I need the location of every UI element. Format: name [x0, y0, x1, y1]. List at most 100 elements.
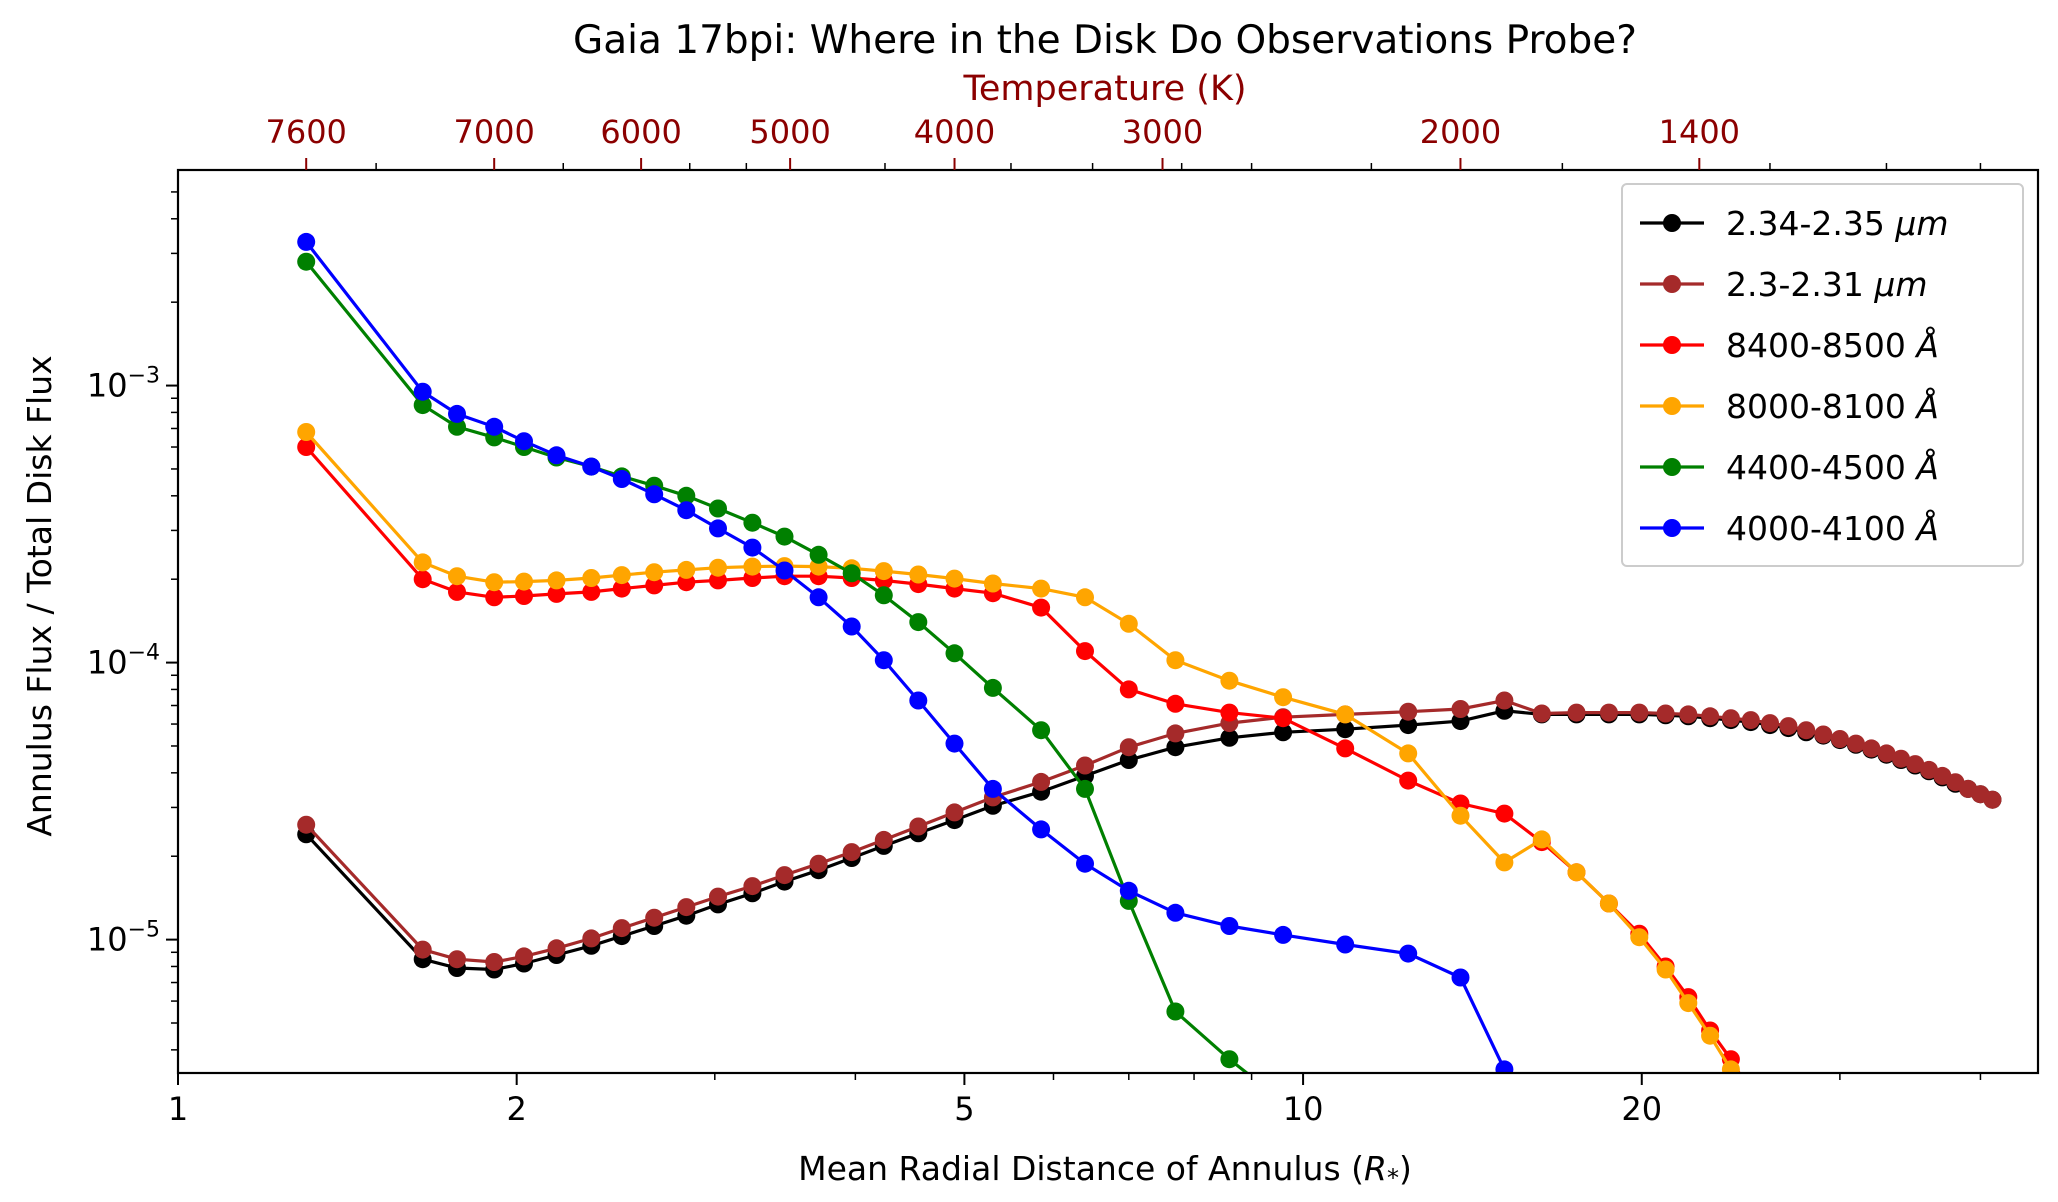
data-point [1779, 717, 1798, 736]
data-point [1119, 680, 1138, 699]
top-tick-label: 1400 [1659, 113, 1740, 151]
data-point [515, 432, 533, 451]
data-point [1721, 709, 1740, 728]
legend-entry: 4400-4500 Å [1640, 447, 1939, 487]
data-point [1451, 700, 1470, 718]
legend-entry: 8000-8100 Å [1640, 386, 1939, 426]
chart-title: Gaia 17bpi: Where in the Disk Do Observa… [573, 18, 1637, 63]
data-point [874, 586, 893, 605]
data-point [1166, 724, 1185, 743]
data-point [1862, 739, 1881, 758]
data-point [1567, 703, 1586, 722]
data-point [909, 817, 928, 836]
data-point [809, 545, 828, 564]
series-6 [297, 232, 1514, 1073]
x-axis-label-symbol: R [1364, 1149, 1387, 1188]
data-point [1877, 744, 1896, 763]
data-point [1399, 771, 1418, 790]
legend-label: 4000-4100 Å [1726, 508, 1939, 548]
data-point [1032, 772, 1051, 791]
data-point [1814, 725, 1833, 744]
data-point [1032, 579, 1051, 598]
series-line [305, 709, 1994, 972]
data-point [413, 382, 432, 401]
data-point [582, 929, 601, 948]
data-point [1599, 703, 1618, 722]
data-point [485, 573, 504, 592]
x-tick-label: 5 [954, 1090, 974, 1128]
series-line [304, 240, 1506, 1071]
top-axis-label: Temperature (K) [962, 69, 1246, 109]
x-tick-label: 20 [1621, 1090, 1662, 1128]
series-4 [297, 423, 1740, 1073]
data-point [485, 953, 504, 971]
series-line [305, 698, 1994, 964]
top-tick-label: 2000 [1420, 113, 1501, 151]
legend-marker [1663, 336, 1681, 354]
data-point [1220, 1050, 1239, 1069]
data-point [1532, 830, 1551, 849]
data-point [1399, 944, 1418, 963]
data-point [297, 438, 316, 456]
legend-label: 4400-4500 Å [1726, 447, 1939, 487]
data-point [709, 571, 727, 590]
legend-marker [1663, 214, 1681, 232]
data-point [945, 803, 964, 822]
data-point [1679, 994, 1698, 1013]
data-point [1076, 854, 1094, 873]
data-point [1119, 738, 1138, 757]
top-tick-label: 6000 [600, 113, 681, 151]
x-axis-label-subscript: * [1387, 1164, 1399, 1192]
x-tick-label: 10 [1283, 1090, 1324, 1128]
data-point [1119, 881, 1138, 900]
data-point [612, 566, 631, 585]
series-5 [297, 252, 1250, 1073]
data-point [1495, 853, 1514, 872]
data-point [1076, 779, 1094, 798]
data-point [874, 651, 893, 670]
series-1 [297, 701, 2002, 979]
data-point [983, 574, 1002, 593]
data-point [809, 854, 828, 873]
data-point [1742, 1084, 1760, 1102]
legend-entry: 8400-8500 Å [1640, 325, 1939, 365]
data-point [448, 950, 466, 969]
data-point [448, 404, 466, 423]
data-point [413, 940, 432, 959]
top-tick-label: 7000 [453, 113, 534, 151]
legend-label: 2.34-2.35 μm [1726, 204, 1949, 243]
data-point [1679, 705, 1698, 724]
data-point [547, 584, 566, 603]
data-point [1336, 739, 1355, 758]
data-point [983, 678, 1002, 697]
data-point [1166, 694, 1185, 713]
data-point [297, 815, 316, 834]
data-point [515, 947, 533, 966]
legend-entry: 2.3-2.31 μm [1640, 265, 1928, 304]
data-point [874, 830, 893, 849]
top-tick-label: 3000 [1122, 113, 1203, 151]
data-point [297, 252, 316, 271]
data-point [547, 939, 566, 958]
data-point [1076, 588, 1094, 607]
data-point [1906, 755, 1925, 774]
data-point [1701, 707, 1720, 726]
data-point [413, 396, 432, 415]
data-point [677, 486, 696, 505]
data-point [1846, 734, 1865, 753]
data-point [448, 567, 466, 586]
top-tick-label: 5000 [749, 113, 830, 151]
data-point [1399, 744, 1418, 763]
legend-marker [1663, 458, 1681, 476]
data-point [1495, 804, 1514, 823]
data-point [1076, 642, 1094, 661]
data-point [677, 898, 696, 917]
series-layer [297, 232, 2002, 1102]
data-point [582, 569, 601, 587]
data-point [743, 513, 762, 532]
data-point [945, 734, 964, 753]
legend-entry: 4000-4100 Å [1640, 508, 1939, 548]
data-point [1220, 728, 1239, 747]
data-point [1920, 760, 1938, 779]
data-point [743, 877, 762, 896]
